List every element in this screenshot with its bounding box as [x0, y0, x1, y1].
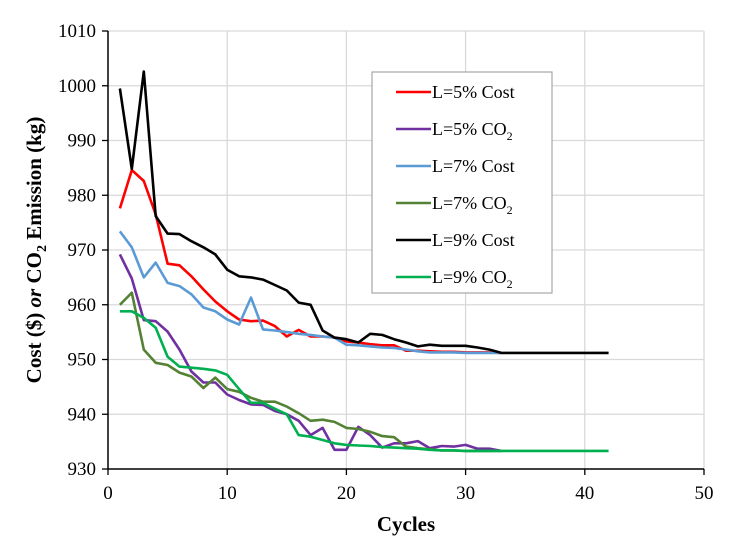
- x-tick-label: 40: [575, 483, 594, 504]
- series-line-l-5-co2: [118, 253, 502, 453]
- series-line-l-9-cost: [118, 70, 609, 355]
- y-tick-label: 960: [68, 295, 97, 316]
- axes: [102, 30, 705, 475]
- legend-label-subscript: 2: [507, 277, 513, 291]
- y-tick-labels: 930 940 950 960 970 980 990 1000 1010: [58, 21, 96, 480]
- legend-label-main: L=5% CO: [432, 119, 507, 139]
- y-tick-label: 980: [68, 185, 97, 206]
- y-axis-title-sub: 2: [35, 245, 50, 252]
- y-axis-title-part4: Emission (kg): [22, 117, 46, 245]
- x-tick-labels: 0 10 20 30 40 50: [103, 483, 713, 504]
- x-tick-label: 30: [456, 483, 475, 504]
- x-tick-label: 20: [337, 483, 356, 504]
- legend-label-subscript: 2: [507, 129, 513, 143]
- x-axis-title: Cycles: [377, 512, 435, 536]
- y-tick-label: 970: [68, 240, 97, 261]
- y-axis-title-part1: Cost ($): [22, 307, 46, 383]
- legend-label: L=7% CO2: [432, 193, 513, 217]
- x-tick-label: 50: [695, 483, 714, 504]
- legend-label-main: L=5% Cost: [432, 82, 515, 102]
- y-tick-label: 1010: [58, 21, 96, 42]
- legend-label-main: L=9% Cost: [432, 230, 515, 250]
- legend-label: L=5% Cost: [432, 82, 515, 102]
- legend-label-main: L=7% Cost: [432, 156, 515, 176]
- y-axis-title: Cost ($) or CO2 Emission (kg): [22, 117, 50, 384]
- y-tick-label: 940: [68, 404, 97, 425]
- series-lines: [118, 70, 609, 453]
- y-tick-label: 950: [68, 350, 97, 371]
- series-line-l-7-cost: [118, 230, 502, 355]
- legend-label: L=7% Cost: [432, 156, 515, 176]
- legend-label-subscript: 2: [507, 203, 513, 217]
- y-tick-label: 930: [68, 459, 97, 480]
- legend-label: L=9% Cost: [432, 230, 515, 250]
- series-line-l-9-co2: [119, 309, 609, 453]
- y-tick-label: 1000: [58, 76, 96, 97]
- legend-label-main: L=9% CO: [432, 267, 507, 287]
- legend-label-main: L=7% CO: [432, 193, 507, 213]
- legend-label: L=5% CO2: [432, 119, 513, 143]
- x-tick-label: 10: [218, 483, 237, 504]
- series-line-l-7-co2: [118, 291, 502, 453]
- legend-label: L=9% CO2: [432, 267, 513, 291]
- y-axis-title-or: or: [22, 288, 46, 308]
- y-tick-label: 990: [68, 131, 97, 152]
- y-axis-title-co: CO: [22, 252, 46, 289]
- x-tick-label: 0: [103, 483, 113, 504]
- legend-box: [371, 71, 553, 294]
